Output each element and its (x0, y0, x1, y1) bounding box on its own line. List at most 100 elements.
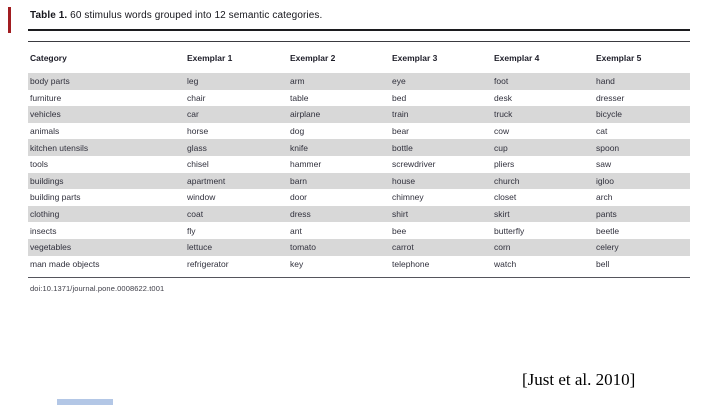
exemplar-cell: ant (290, 225, 302, 236)
exemplar-cell: spoon (596, 142, 620, 153)
exemplar-cell: bottle (392, 142, 413, 153)
exemplar-cell: dresser (596, 92, 625, 103)
exemplar-cell: train (392, 109, 409, 120)
exemplar-cell: fly (187, 225, 196, 236)
category-cell: vegetables (30, 242, 72, 253)
exemplar-cell: igloo (596, 175, 614, 186)
category-cell: building parts (30, 192, 81, 203)
table-row: buildings apartment barn house church igloo (28, 172, 690, 190)
category-cell: man made objects (30, 258, 100, 269)
column-header: Exemplar 5 (596, 52, 642, 63)
table-body: body parts leg arm eye foot hand furniture chai… (28, 73, 690, 272)
exemplar-cell: truck (494, 109, 513, 120)
exemplar-cell: chair (187, 92, 206, 103)
exemplar-cell: chimney (392, 192, 424, 203)
exemplar-cell: pants (596, 209, 617, 220)
exemplar-cell: eye (392, 76, 406, 87)
category-cell: furniture (30, 92, 62, 103)
table-doi: doi:10.1371/journal.pone.0008622.t001 (30, 284, 165, 294)
exemplar-cell: saw (596, 159, 612, 170)
exemplar-cell: beetle (596, 225, 620, 236)
table-row: vehicles car airplane train truck bicycle (28, 106, 690, 123)
table-top-rule (28, 29, 690, 31)
exemplar-cell: cow (494, 126, 510, 137)
exemplar-cell: bear (392, 126, 410, 137)
exemplar-cell: door (290, 192, 308, 203)
exemplar-cell: bicycle (596, 109, 622, 120)
exemplar-cell: chisel (187, 159, 209, 170)
exemplar-cell: desk (494, 92, 512, 103)
exemplar-cell: hand (596, 76, 615, 87)
column-header: Category (30, 52, 67, 63)
exemplar-cell: cup (494, 142, 508, 153)
category-cell: body parts (30, 76, 70, 87)
red-accent-mark (8, 7, 11, 33)
table-title: Table 1. 60 stimulus words grouped into … (28, 9, 690, 22)
table-row: kitchen utensils glass knife bottle cup spoon (28, 139, 690, 156)
exemplar-cell: apartment (187, 175, 226, 186)
category-cell: vehicles (30, 109, 61, 120)
table-title-label: Table 1. (30, 10, 68, 21)
exemplar-cell: refrigerator (187, 258, 229, 269)
exemplar-cell: leg (187, 76, 199, 87)
exemplar-cell: tomato (290, 242, 316, 253)
table-row: man made objects refrigerator key telephone… (28, 256, 690, 273)
exemplar-cell: foot (494, 76, 509, 87)
exemplar-cell: window (187, 192, 216, 203)
exemplar-cell: barn (290, 175, 308, 186)
exemplar-cell: lettuce (187, 242, 213, 253)
table-title-text: 60 stimulus words grouped into 12 semant… (67, 10, 323, 21)
exemplar-cell: dress (290, 209, 311, 220)
exemplar-cell: coat (187, 209, 204, 220)
exemplar-cell: arm (290, 76, 305, 87)
exemplar-cell: car (187, 109, 199, 120)
exemplar-cell: bell (596, 258, 610, 269)
exemplar-cell: arch (596, 192, 613, 203)
exemplar-cell: hammer (290, 159, 322, 170)
category-cell: tools (30, 159, 48, 170)
exemplar-cell: house (392, 175, 416, 186)
exemplar-cell: bee (392, 225, 407, 236)
exemplar-cell: dog (290, 126, 305, 137)
exemplar-cell: table (290, 92, 309, 103)
column-header: Exemplar 3 (392, 52, 438, 63)
table-row: insects fly ant bee butterfly beetle (28, 222, 690, 239)
table-figure: Table 1. 60 stimulus words grouped into … (28, 9, 690, 293)
category-cell: insects (30, 225, 57, 236)
exemplar-cell: skirt (494, 209, 510, 220)
table-row: body parts leg arm eye foot hand (28, 73, 690, 90)
bottom-blue-bar (57, 399, 113, 405)
citation-text: [Just et al. 2010] (522, 370, 636, 389)
exemplar-cell: corn (494, 242, 511, 253)
exemplar-cell: church (494, 175, 520, 186)
exemplar-cell: watch (494, 258, 517, 269)
exemplar-cell: screwdriver (392, 159, 436, 170)
column-header: Exemplar 2 (290, 52, 336, 63)
column-header: Exemplar 4 (494, 52, 540, 63)
exemplar-cell: knife (290, 142, 308, 153)
exemplar-cell: cat (596, 126, 608, 137)
category-cell: kitchen utensils (30, 142, 89, 153)
exemplar-cell: closet (494, 192, 517, 203)
exemplar-cell: butterfly (494, 225, 525, 236)
exemplar-cell: pliers (494, 159, 515, 170)
table-row: clothing coat dress shirt skirt pants (28, 205, 690, 223)
category-cell: animals (30, 126, 60, 137)
column-header: Exemplar 1 (187, 52, 233, 63)
table-header-rule (28, 41, 690, 42)
table-header-row: Category Exemplar 1 Exemplar 2 Exemplar 3 Ex… (28, 42, 690, 73)
table-row: vegetables lettuce tomato carrot corn celery (28, 238, 690, 256)
category-cell: buildings (30, 175, 64, 186)
exemplar-cell: celery (596, 242, 619, 253)
exemplar-cell: telephone (392, 258, 430, 269)
table-bottom-rule (28, 277, 690, 279)
exemplar-cell: key (290, 258, 304, 269)
exemplar-cell: shirt (392, 209, 409, 220)
category-cell: clothing (30, 209, 60, 220)
exemplar-cell: glass (187, 142, 207, 153)
table-row: animals horse dog bear cow cat (28, 123, 690, 140)
exemplar-cell: airplane (290, 109, 321, 120)
exemplar-cell: horse (187, 126, 209, 137)
table-row: tools chisel hammer screwdriver pliers saw (28, 156, 690, 173)
